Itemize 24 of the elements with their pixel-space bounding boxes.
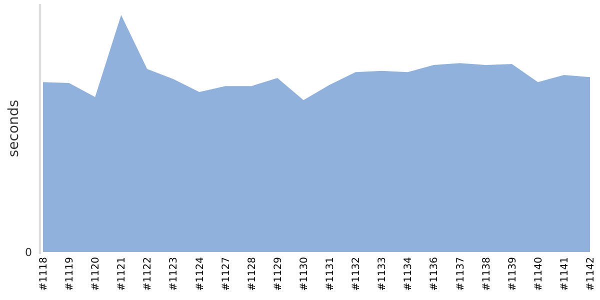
x-tick-label: #1124 bbox=[194, 257, 206, 291]
x-tick-label: #1120 bbox=[90, 257, 102, 291]
x-tick-label: #1133 bbox=[377, 257, 388, 291]
x-tick-label: #1119 bbox=[64, 257, 76, 291]
x-tick-label: #1141 bbox=[559, 257, 570, 291]
x-tick-label: #1127 bbox=[220, 257, 232, 291]
x-tick-label: #1129 bbox=[272, 257, 284, 291]
x-tick-label: #1118 bbox=[38, 257, 50, 291]
x-tick-label: #1123 bbox=[168, 257, 180, 291]
x-tick-label: #1121 bbox=[116, 257, 128, 291]
x-tick-label: #1134 bbox=[403, 257, 414, 291]
x-tick-label: #1130 bbox=[298, 257, 310, 291]
x-tick-label: #1142 bbox=[586, 257, 596, 291]
x-tick-label: #1139 bbox=[507, 257, 518, 291]
x-tick-label: #1136 bbox=[429, 257, 440, 291]
x-tick-label: #1137 bbox=[455, 257, 466, 291]
x-tick-label: #1140 bbox=[533, 257, 544, 291]
x-tick-label: #1122 bbox=[142, 257, 154, 291]
y-axis-title: seconds bbox=[6, 100, 22, 158]
x-tick-label: #1131 bbox=[325, 257, 336, 291]
x-tick-label: #1138 bbox=[481, 257, 492, 291]
x-tick-label: #1132 bbox=[351, 257, 362, 291]
annotation: 0 bbox=[25, 246, 32, 259]
x-tick-label: #1128 bbox=[246, 257, 258, 291]
